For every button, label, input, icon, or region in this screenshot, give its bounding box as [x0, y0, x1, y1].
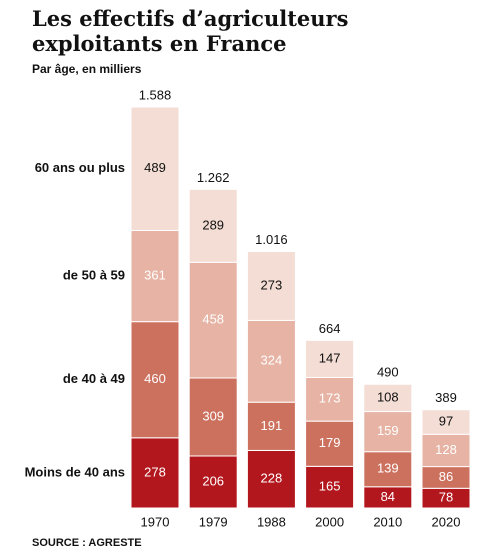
- value-label: 86: [439, 469, 453, 484]
- x-tick-label: 1970: [141, 514, 170, 529]
- value-label: 97: [439, 413, 453, 428]
- bar-segment: [130, 437, 180, 509]
- value-label: 361: [144, 268, 166, 283]
- chart: 278 Moins de 40 ans 460 de 40 à 49 361 de 50 …: [25, 87, 471, 529]
- bar-segment: [130, 106, 180, 232]
- total-label: 664: [319, 321, 341, 336]
- x-tick-label: 1988: [257, 514, 286, 529]
- bar-segment: [188, 377, 238, 457]
- value-label: 228: [261, 471, 283, 486]
- x-tick-label: 1979: [199, 514, 228, 529]
- value-label: 159: [377, 423, 399, 438]
- value-label: 309: [202, 408, 224, 423]
- value-label: 278: [144, 464, 166, 479]
- value-label: 324: [261, 353, 283, 368]
- bar-segment: [305, 376, 355, 422]
- value-label: 206: [202, 473, 224, 488]
- total-label: 1.588: [139, 87, 172, 102]
- value-label: 173: [319, 391, 341, 406]
- series-label: 60 ans ou plus: [35, 160, 125, 175]
- value-label: 489: [144, 160, 166, 175]
- source: SOURCE : AGRESTE: [32, 537, 142, 549]
- bar-segment: [421, 409, 471, 435]
- bar-segment: [246, 250, 296, 321]
- value-label: 78: [439, 490, 453, 505]
- value-label: 289: [202, 217, 224, 232]
- x-tick-label: 2010: [373, 514, 402, 529]
- value-label: 191: [261, 418, 283, 433]
- series-label: Moins de 40 ans: [25, 464, 125, 479]
- bar-segment: [305, 339, 355, 378]
- value-label: 460: [144, 371, 166, 386]
- bar-segment: [188, 261, 238, 379]
- bar-segment: [363, 411, 413, 453]
- bar-segment: [130, 321, 180, 439]
- total-label: 490: [377, 365, 399, 380]
- chart-title: Les effectifs d’agriculteurs exploitants…: [32, 6, 349, 56]
- bar-segment: [363, 451, 413, 488]
- value-label: 147: [319, 350, 341, 365]
- total-label: 389: [435, 390, 457, 405]
- value-label: 108: [377, 389, 399, 404]
- series-label: de 40 à 49: [63, 371, 125, 386]
- value-label: 128: [435, 442, 457, 457]
- value-label: 165: [319, 479, 341, 494]
- bar-segment: [246, 319, 296, 403]
- bar-segment: [246, 449, 296, 509]
- value-label: 458: [202, 312, 224, 327]
- x-tick-label: 2000: [315, 514, 344, 529]
- bar-segment: [305, 420, 355, 467]
- series-label: de 50 à 59: [63, 268, 125, 283]
- bar-segment: [188, 188, 238, 263]
- bar-segment: [305, 465, 355, 509]
- value-label: 139: [377, 461, 399, 476]
- total-label: 1.016: [255, 232, 288, 247]
- x-tick-label: 2020: [432, 514, 461, 529]
- value-label: 179: [319, 435, 341, 450]
- chart-subtitle: Par âge, en milliers: [32, 62, 142, 76]
- value-label: 273: [261, 277, 283, 292]
- total-label: 1.262: [197, 170, 230, 185]
- value-label: 84: [381, 489, 395, 504]
- bar-segment: [363, 383, 413, 413]
